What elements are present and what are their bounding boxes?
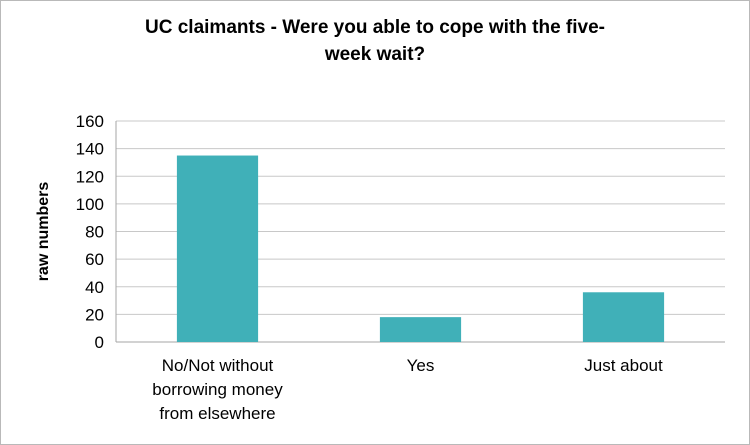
x-category-label-line: borrowing money (152, 380, 283, 399)
y-tick-label: 140 (76, 140, 104, 159)
bar (379, 317, 462, 342)
bar (582, 292, 665, 342)
x-category-label: Just about (584, 356, 663, 375)
y-tick-label: 80 (85, 223, 104, 242)
x-category-label: Yes (407, 356, 435, 375)
x-axis-categories: No/Not without borrowing money from elsewh… (152, 356, 663, 423)
y-tick-label: 0 (95, 333, 104, 352)
x-category-label-line: Yes (407, 356, 435, 375)
x-category-label-line: Just about (584, 356, 663, 375)
y-tick-label: 120 (76, 167, 104, 186)
y-tick-label: 60 (85, 250, 104, 269)
y-axis-ticks: 0 20 40 60 80 100 120 140 160 (76, 112, 104, 352)
chart-title: UC claimants - Were you able to cope wit… (0, 14, 750, 68)
y-tick-label: 20 (85, 305, 104, 324)
y-tick-label: 160 (76, 112, 104, 131)
y-axis-label: raw numbers (35, 182, 52, 282)
x-category-label-line: No/Not without (162, 356, 274, 375)
bars (176, 155, 665, 342)
x-category-label: No/Not without borrowing money from elsewh… (152, 356, 283, 423)
y-tick-label: 100 (76, 195, 104, 214)
chart-title-line-1: UC claimants - Were you able to cope wit… (145, 17, 605, 38)
chart-title-line-2: week wait? (324, 44, 426, 65)
y-tick-label: 40 (85, 278, 104, 297)
bar (176, 155, 259, 342)
x-category-label-line: from elsewhere (159, 404, 275, 423)
